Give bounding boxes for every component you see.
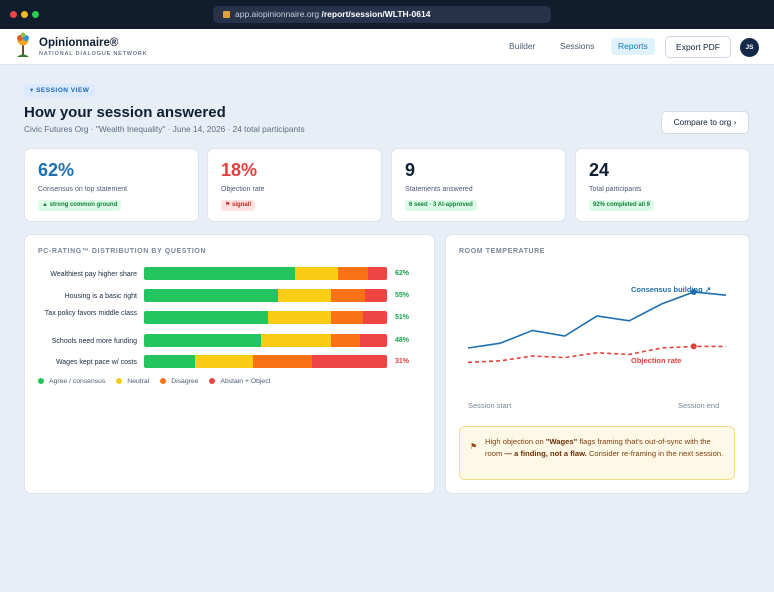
flag-icon: ⚑ [470,442,478,451]
maximize-window-dot[interactable] [32,11,39,18]
stat-value: 18% [221,160,258,180]
browser-chrome: app.aiopinionnaire.org /report/session/W… [0,0,774,29]
consensus-series-label: Consensus building ↗ [631,285,711,294]
status-badge: 6 seed · 3 AI-approved [405,200,477,211]
legend-neutral: Neutral [116,378,149,385]
stat-card-consensus: 62% Consensus on top statement ▲ strong … [24,148,199,222]
bar-segment [195,355,254,368]
bar-segment [311,355,387,368]
consensus-line [467,291,727,349]
stat-card-statements: 9 Statements answered 6 seed · 3 AI-appr… [391,148,566,222]
app-header: Opinionnaire® NATIONAL DIALOGUE NETWORK … [0,29,774,65]
minimize-window-dot[interactable] [21,11,28,18]
legend-agree: Agree / consensus [38,378,105,385]
distribution-bar[interactable] [144,311,387,324]
bar-segment [253,355,312,368]
session-view-toggle[interactable]: ▾ SESSION VIEW [24,84,96,97]
stat-value: 9 [405,160,416,180]
objection-marker [690,343,697,350]
consensus-percent: 62% [395,270,410,277]
bar-segment [267,311,332,324]
nav-reports[interactable]: Reports [611,38,655,55]
bar-segment [367,267,387,280]
stat-card-participants: 24 Total participants 92% completed all … [575,148,750,222]
export-pdf-button[interactable]: Export PDF [665,36,731,58]
nav-builder[interactable]: Builder [509,41,536,51]
stat-value: 62% [38,160,75,180]
stat-label: Statements answered [405,186,473,193]
bar-segment [144,311,268,324]
url-domain: app.aiopinionnaire.org [235,9,320,19]
room-temperature-chart: Consensus building ↗ Objection rate Sessio… [467,285,727,410]
legend-abstain: Abstain + Object [209,378,270,385]
distribution-bar[interactable] [144,267,387,280]
objection-series-label: Objection rate [631,356,681,365]
page-title: How your session answered [24,104,226,121]
status-badge: 92% completed all 9 [589,200,655,211]
nav-sessions[interactable]: Sessions [560,41,595,51]
stat-label: Consensus on top statement [38,186,128,193]
consensus-marker [690,289,697,295]
distribution-legend: Agree / consensus Neutral Disagree Absta… [38,378,270,385]
insight-text: High objection on "Wages" flags framing … [485,437,724,458]
x-axis-start-label: Session start [468,401,512,410]
distribution-title: PC-RATING™ DISTRIBUTION BY QUESTION [38,248,207,255]
stat-label: Total participants [589,186,642,193]
room-temperature-title: ROOM TEMPERATURE [459,248,546,255]
objection-line [467,345,726,364]
bar-segment [144,289,278,302]
status-badge: ▲ strong common ground [38,200,122,211]
bar-segment [144,334,261,347]
bar-segment [294,267,339,280]
distribution-bar[interactable] [144,289,387,302]
bar-segment [260,334,332,347]
compare-to-org-button[interactable]: Compare to org › [661,111,749,134]
stat-value: 24 [589,160,610,180]
insight-note: ⚑ High objection on "Wages" flags framin… [459,426,735,480]
url-path: /report/session/WLTH-0614 [319,9,431,19]
bar-segment [144,267,295,280]
status-badge: ⚑ signal! [221,200,256,211]
distribution-bar[interactable] [144,355,387,368]
consensus-percent: 55% [395,292,410,299]
logo-icon [17,32,29,57]
brand-tagline: NATIONAL DIALOGUE NETWORK [39,51,148,57]
distribution-bar[interactable] [144,334,387,347]
brand-name: Opinionnaire® [39,37,119,49]
x-axis-end-label: Session end [678,401,719,410]
question-label: Housing is a basic right [64,293,137,300]
bar-segment [277,289,332,302]
question-label: Wages kept pace w/ costs [55,359,137,366]
close-window-dot[interactable] [10,11,17,18]
consensus-percent: 48% [395,337,410,344]
question-label: Schools need more funding [51,338,137,345]
question-label: Wealthiest pay higher share [50,271,137,278]
lock-icon [223,11,230,18]
consensus-percent: 51% [395,314,410,321]
page-subtitle: Civic Futures Org · "Wealth Inequality" … [24,124,305,134]
legend-disagree: Disagree [160,378,198,385]
bar-segment [360,334,387,347]
user-avatar[interactable]: JS [740,38,759,57]
bar-segment [338,267,368,280]
bar-segment [144,355,196,368]
consensus-percent: 31% [395,358,410,365]
bar-segment [331,311,363,324]
stat-card-objection: 18% Objection rate ⚑ signal! [207,148,382,222]
question-label: Tax policy favors middle class [44,310,137,317]
address-bar[interactable]: app.aiopinionnaire.org /report/session/W… [213,6,551,23]
bar-segment [331,289,366,302]
bar-segment [365,289,387,302]
stat-label: Objection rate [221,186,265,193]
bar-segment [331,334,361,347]
bar-segment [362,311,387,324]
